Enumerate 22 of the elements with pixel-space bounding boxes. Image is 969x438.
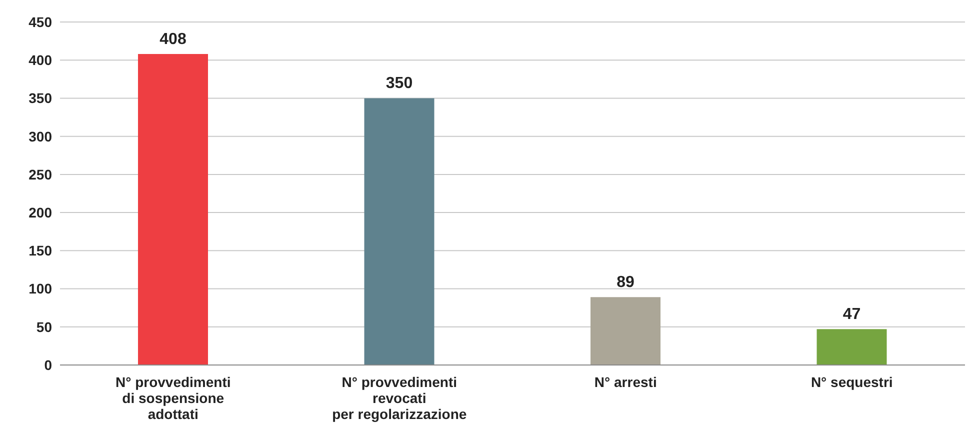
bar [364,98,434,365]
y-tick-label: 400 [28,52,52,68]
data-label: 350 [386,75,413,92]
x-tick-label: N° provvedimenti di sospensione adottati [115,374,231,422]
data-label: 89 [616,274,634,292]
data-label: 408 [160,31,186,48]
y-tick-label: 250 [28,166,52,182]
bar [138,54,208,365]
x-tick-label: N° sequestri [810,374,893,390]
y-tick-label: 300 [28,128,52,144]
y-tick-label: 350 [28,90,52,106]
y-tick-label: 50 [36,318,52,335]
y-tick-label: 0 [44,356,52,373]
x-tick-label: N° arresti [594,374,657,390]
y-tick-label: 450 [28,14,52,30]
data-label: 47 [842,306,861,324]
x-tick-label: N° provvedimenti revocati per regolarizzazione [332,374,467,422]
y-tick-label: 100 [28,280,52,297]
bar [590,297,660,365]
y-tick-label: 150 [28,242,52,259]
y-tick-label: 200 [28,204,52,221]
bar [816,329,887,365]
